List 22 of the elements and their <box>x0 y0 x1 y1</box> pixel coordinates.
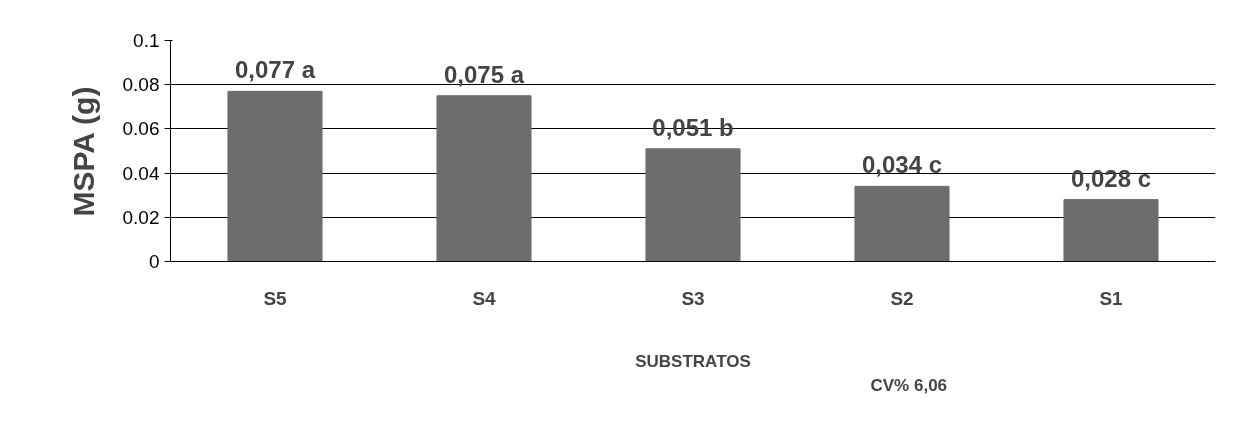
bar <box>436 95 532 262</box>
x-tick-label: S4 <box>472 287 497 309</box>
bar <box>645 148 741 262</box>
bar <box>854 185 950 262</box>
x-axis-title: SUBSTRATOS <box>635 351 751 371</box>
x-tick-label: S2 <box>890 287 914 309</box>
y-tick-label: 0.04 <box>122 162 160 184</box>
y-tick-label: 0.06 <box>122 118 160 140</box>
x-tick-label: S1 <box>1099 287 1124 309</box>
bar <box>1063 199 1159 262</box>
data-label: 0,077 a <box>234 56 316 84</box>
data-label: 0,075 a <box>443 60 525 88</box>
y-tick-label: 0.1 <box>133 30 160 51</box>
x-tick-label: S3 <box>681 287 705 309</box>
y-tick-label: 0.08 <box>122 74 160 96</box>
y-axis-title: MSPA (g) <box>66 86 100 217</box>
text: CV% 6,06 <box>870 375 948 395</box>
y-tick-label: 0.02 <box>122 206 160 228</box>
data-label: 0,034 c <box>861 151 943 179</box>
y-tick-label: 0 <box>148 251 160 272</box>
bar <box>227 90 323 262</box>
x-tick-label: S5 <box>263 287 288 309</box>
